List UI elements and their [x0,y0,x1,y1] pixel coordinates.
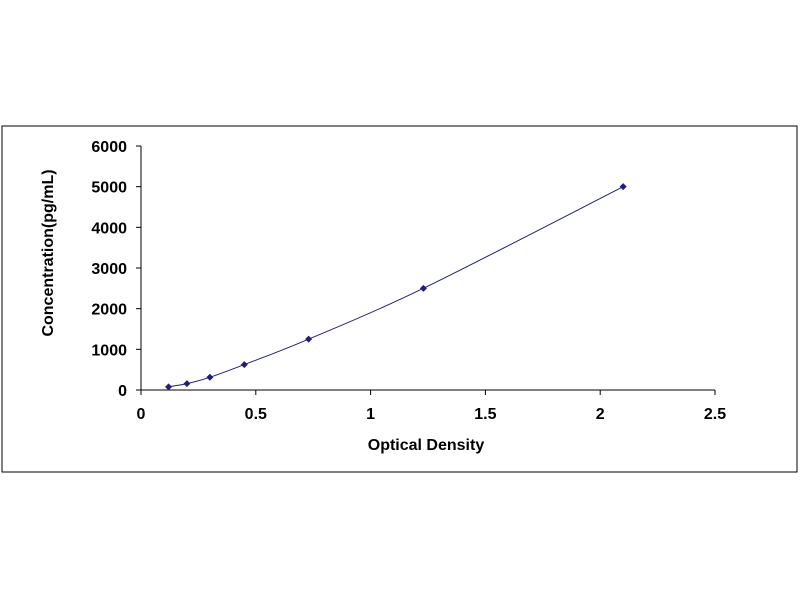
y-tick-label: 6000 [91,139,127,156]
data-point [165,383,173,391]
y-tick-label: 4000 [91,220,127,237]
x-axis-title: Optical Density [368,437,485,454]
x-tick-label: 2.5 [704,406,726,423]
y-tick-label: 1000 [91,342,127,359]
y-tick-label: 2000 [91,302,127,319]
y-tick-label: 5000 [91,180,127,197]
data-point [183,380,191,388]
x-tick-label: 1 [366,406,375,423]
y-tick-label: 3000 [91,261,127,278]
x-tick-label: 2 [596,406,605,423]
x-tick-label: 0.5 [245,406,267,423]
data-point [619,183,627,191]
data-point [305,335,313,343]
chart-border [1,125,798,473]
x-tick-label: 1.5 [474,406,496,423]
points-layer [165,183,627,391]
data-point [240,361,248,369]
data-point [206,373,214,381]
y-axis-title: Concentration(pg/mL) [40,169,57,336]
y-tick-label: 0 [118,383,127,400]
data-point [419,284,427,292]
ticks-layer: 0 0.5 1 1.5 2 2.5 0 1000 2000 3000 4000 5000 6000 [91,139,726,423]
x-tick-label: 0 [137,406,146,423]
